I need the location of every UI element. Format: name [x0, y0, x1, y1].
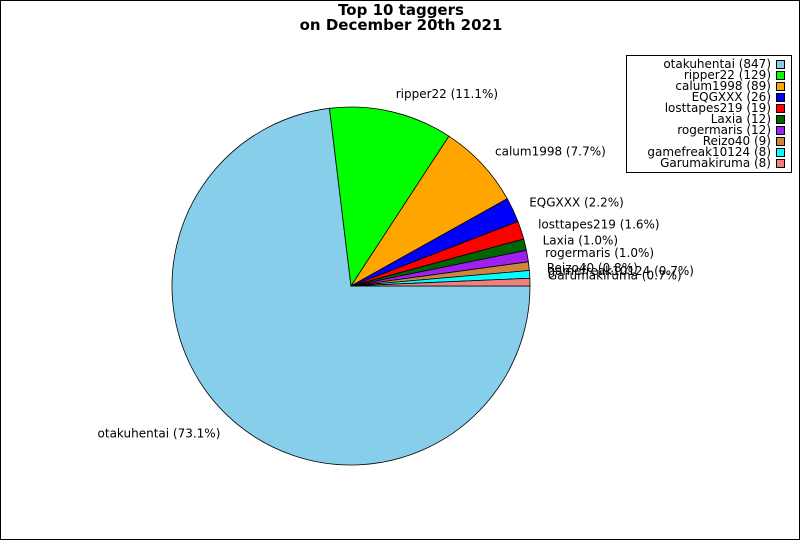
legend-label: gamefreak10124 (8) — [647, 145, 771, 159]
slice-label-calum1998: calum1998 (7.7%) — [495, 145, 606, 159]
slice-label-Laxia: Laxia (1.0%) — [543, 234, 619, 248]
legend: otakuhentai (847) ripper22 (129) calum1998… — [626, 55, 792, 173]
legend-item-otakuhentai: otakuhentai (847) — [631, 57, 785, 71]
legend-item-Reizo40: Reizo40 (9) — [631, 134, 785, 148]
legend-item-calum1998: calum1998 (89) — [631, 79, 785, 93]
legend-swatch — [776, 115, 785, 124]
slice-label-ripper22: ripper22 (11.1%) — [396, 87, 498, 101]
legend-item-ripper22: ripper22 (129) — [631, 68, 785, 82]
legend-item-losttapes219: losttapes219 (19) — [631, 101, 785, 115]
legend-swatch — [776, 137, 785, 146]
chart-title-line-2: on December 20th 2021 — [299, 16, 503, 34]
legend-swatch — [776, 71, 785, 80]
chart-title: Top 10 taggers on December 20th 2021 — [1, 3, 800, 33]
slice-label-Garumakiruma: Garumakiruma (0.7%) — [548, 269, 682, 283]
legend-label: calum1998 (89) — [675, 79, 771, 93]
slice-label-EQGXXX: EQGXXX (2.2%) — [529, 195, 624, 209]
legend-label: EQGXXX (26) — [691, 90, 771, 104]
slice-label-otakuhentai: otakuhentai (73.1%) — [98, 426, 221, 440]
legend-item-Garumakiruma: Garumakiruma (8) — [631, 156, 785, 170]
legend-label: Reizo40 (9) — [702, 134, 771, 148]
pie-slice-Garumakiruma — [350, 277, 531, 287]
slice-label-rogermaris: rogermaris (1.0%) — [545, 246, 654, 260]
slice-label-Reizo40: Reizo40 (0.8%) — [547, 261, 638, 275]
chart-title-line-1: Top 10 taggers — [338, 1, 464, 19]
legend-item-gamefreak10124: gamefreak10124 (8) — [631, 145, 785, 159]
legend-label: Garumakiruma (8) — [660, 156, 771, 170]
legend-item-Laxia: Laxia (12) — [631, 112, 785, 126]
pie-slice-ripper22 — [329, 106, 450, 288]
legend-swatch — [776, 93, 785, 102]
legend-swatch — [776, 104, 785, 113]
legend-label: losttapes219 (19) — [664, 101, 771, 115]
slice-label-losttapes219: losttapes219 (1.6%) — [538, 218, 660, 232]
legend-swatch — [776, 82, 785, 91]
legend-swatch — [776, 159, 785, 168]
legend-label: otakuhentai (847) — [663, 57, 771, 71]
legend-swatch — [776, 148, 785, 157]
legend-swatch — [776, 126, 785, 135]
legend-item-rogermaris: rogermaris (12) — [631, 123, 785, 137]
legend-label: rogermaris (12) — [677, 123, 771, 137]
legend-swatch — [776, 60, 785, 69]
legend-label: ripper22 (129) — [683, 68, 771, 82]
legend-item-EQGXXX: EQGXXX (26) — [631, 90, 785, 104]
legend-label: Laxia (12) — [710, 112, 771, 126]
slice-label-gamefreak10124: gamefreak10124 (0.7%) — [548, 264, 694, 278]
